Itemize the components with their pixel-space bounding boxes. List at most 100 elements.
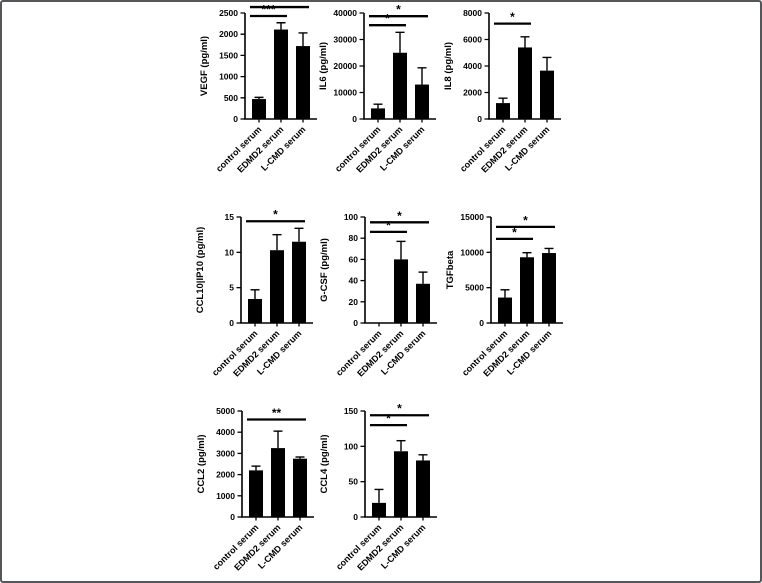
y-tick-label: 10000 (333, 88, 357, 98)
y-tick-label: 80 (349, 233, 359, 243)
y-tick-label: 5000 (216, 406, 235, 416)
y-tick-label: 0 (353, 512, 358, 522)
y-tick-label: 1000 (216, 491, 235, 501)
chart-vegf: 0 500 1000 1500 2000 2500 control serum EDMD2 s… (190, 0, 342, 179)
significance-label: * (386, 412, 391, 426)
significance-label: * (512, 225, 517, 239)
chart-ccl2: 0 1000 2000 3000 4000 5000 control serum EDMD2 … (187, 395, 339, 577)
y-tick-label: 100 (344, 441, 358, 451)
y-tick-label: 10000 (460, 247, 484, 257)
significance-label: * (385, 12, 390, 26)
y-tick-label: 4000 (216, 427, 235, 437)
y-axis-title: IL6 (pg/ml) (318, 42, 329, 90)
bar (393, 52, 407, 119)
y-axis-title: CCL2 (pg/ml) (196, 434, 207, 493)
chart-tgfbeta: 0 5000 10000 15000 control serum EDMD2 serum L… (436, 201, 588, 383)
significance-label: * (386, 218, 391, 232)
bar (292, 241, 306, 323)
significance-label: * (397, 209, 402, 223)
significance-label: * (277, 0, 282, 8)
y-tick-label: 20000 (333, 61, 357, 71)
bar (270, 250, 284, 323)
y-tick-label: 30000 (333, 35, 357, 45)
bar (394, 451, 408, 517)
y-axis-title: TGFbeta (445, 250, 456, 289)
bar (415, 84, 429, 119)
bar (371, 108, 385, 119)
bar (496, 103, 510, 119)
y-tick-label: 150 (344, 406, 358, 416)
y-tick-label: 6000 (463, 35, 482, 45)
bar (498, 297, 512, 323)
bar (416, 283, 430, 323)
y-tick-label: 4000 (463, 61, 482, 71)
bar (293, 458, 307, 517)
y-axis-title: IL8 (pg/ml) (443, 42, 454, 90)
y-axis-title: CCL4 (pg/ml) (319, 434, 330, 493)
bar (372, 502, 386, 517)
y-tick-label: 3000 (216, 448, 235, 458)
y-tick-label: 60 (349, 254, 359, 264)
y-tick-label: 0 (477, 114, 482, 124)
bar (274, 29, 288, 120)
y-tick-label: 15000 (460, 212, 484, 222)
y-tick-label: 2000 (219, 29, 238, 39)
bar (271, 448, 285, 517)
y-axis-title: CCL10|IP10 (pg/ml) (195, 227, 206, 314)
y-tick-label: 10 (225, 247, 235, 257)
chart-il8: 0 2000 4000 6000 8000 control serum EDMD2 seru… (434, 2, 586, 179)
y-tick-label: 50 (349, 477, 359, 487)
y-tick-label: 2500 (219, 8, 238, 18)
bar (520, 257, 534, 323)
y-tick-label: 0 (352, 114, 357, 124)
y-tick-label: 100 (344, 212, 358, 222)
y-tick-label: 2000 (463, 88, 482, 98)
significance-label: *** (261, 2, 275, 16)
y-tick-label: 5 (229, 283, 234, 293)
y-tick-label: 40 (349, 276, 359, 286)
bar (542, 253, 556, 323)
y-tick-label: 0 (229, 318, 234, 328)
y-tick-label: 0 (230, 512, 235, 522)
y-tick-label: 8000 (463, 8, 482, 18)
y-tick-label: 40000 (333, 8, 357, 18)
chart-ccl4: 0 50 100 150 control serum EDMD2 serum L-CMD s… (310, 395, 462, 577)
chart-il6: 0 10000 20000 30000 40000 control serum EDMD2 … (309, 2, 461, 179)
significance-label: * (523, 213, 528, 227)
significance-label: * (510, 10, 515, 24)
y-tick-label: 1500 (219, 50, 238, 60)
bar (252, 99, 266, 119)
y-tick-label: 2000 (216, 470, 235, 480)
y-tick-label: 500 (224, 93, 238, 103)
significance-label: * (396, 3, 401, 17)
significance-label: ** (272, 406, 282, 420)
bar (416, 460, 430, 517)
bar (248, 298, 262, 323)
y-tick-label: 0 (353, 318, 358, 328)
y-tick-label: 1000 (219, 72, 238, 82)
bar (540, 70, 554, 119)
significance-label: * (273, 208, 278, 222)
y-tick-label: 20 (349, 297, 359, 307)
bar (518, 47, 532, 120)
y-tick-label: 0 (233, 114, 238, 124)
y-axis-title: G-CSF (pg/ml) (319, 238, 330, 302)
y-tick-label: 15 (225, 212, 235, 222)
chart-gcsf: 0 20 40 60 80 100 control serum EDMD2 serum L-CM… (310, 201, 462, 383)
bar (394, 259, 408, 323)
y-tick-label: 5000 (465, 283, 484, 293)
y-axis-title: VEGF (pg/ml) (199, 36, 210, 96)
bar (249, 470, 263, 517)
y-tick-label: 0 (479, 318, 484, 328)
significance-label: * (397, 402, 402, 416)
bar (296, 46, 310, 119)
